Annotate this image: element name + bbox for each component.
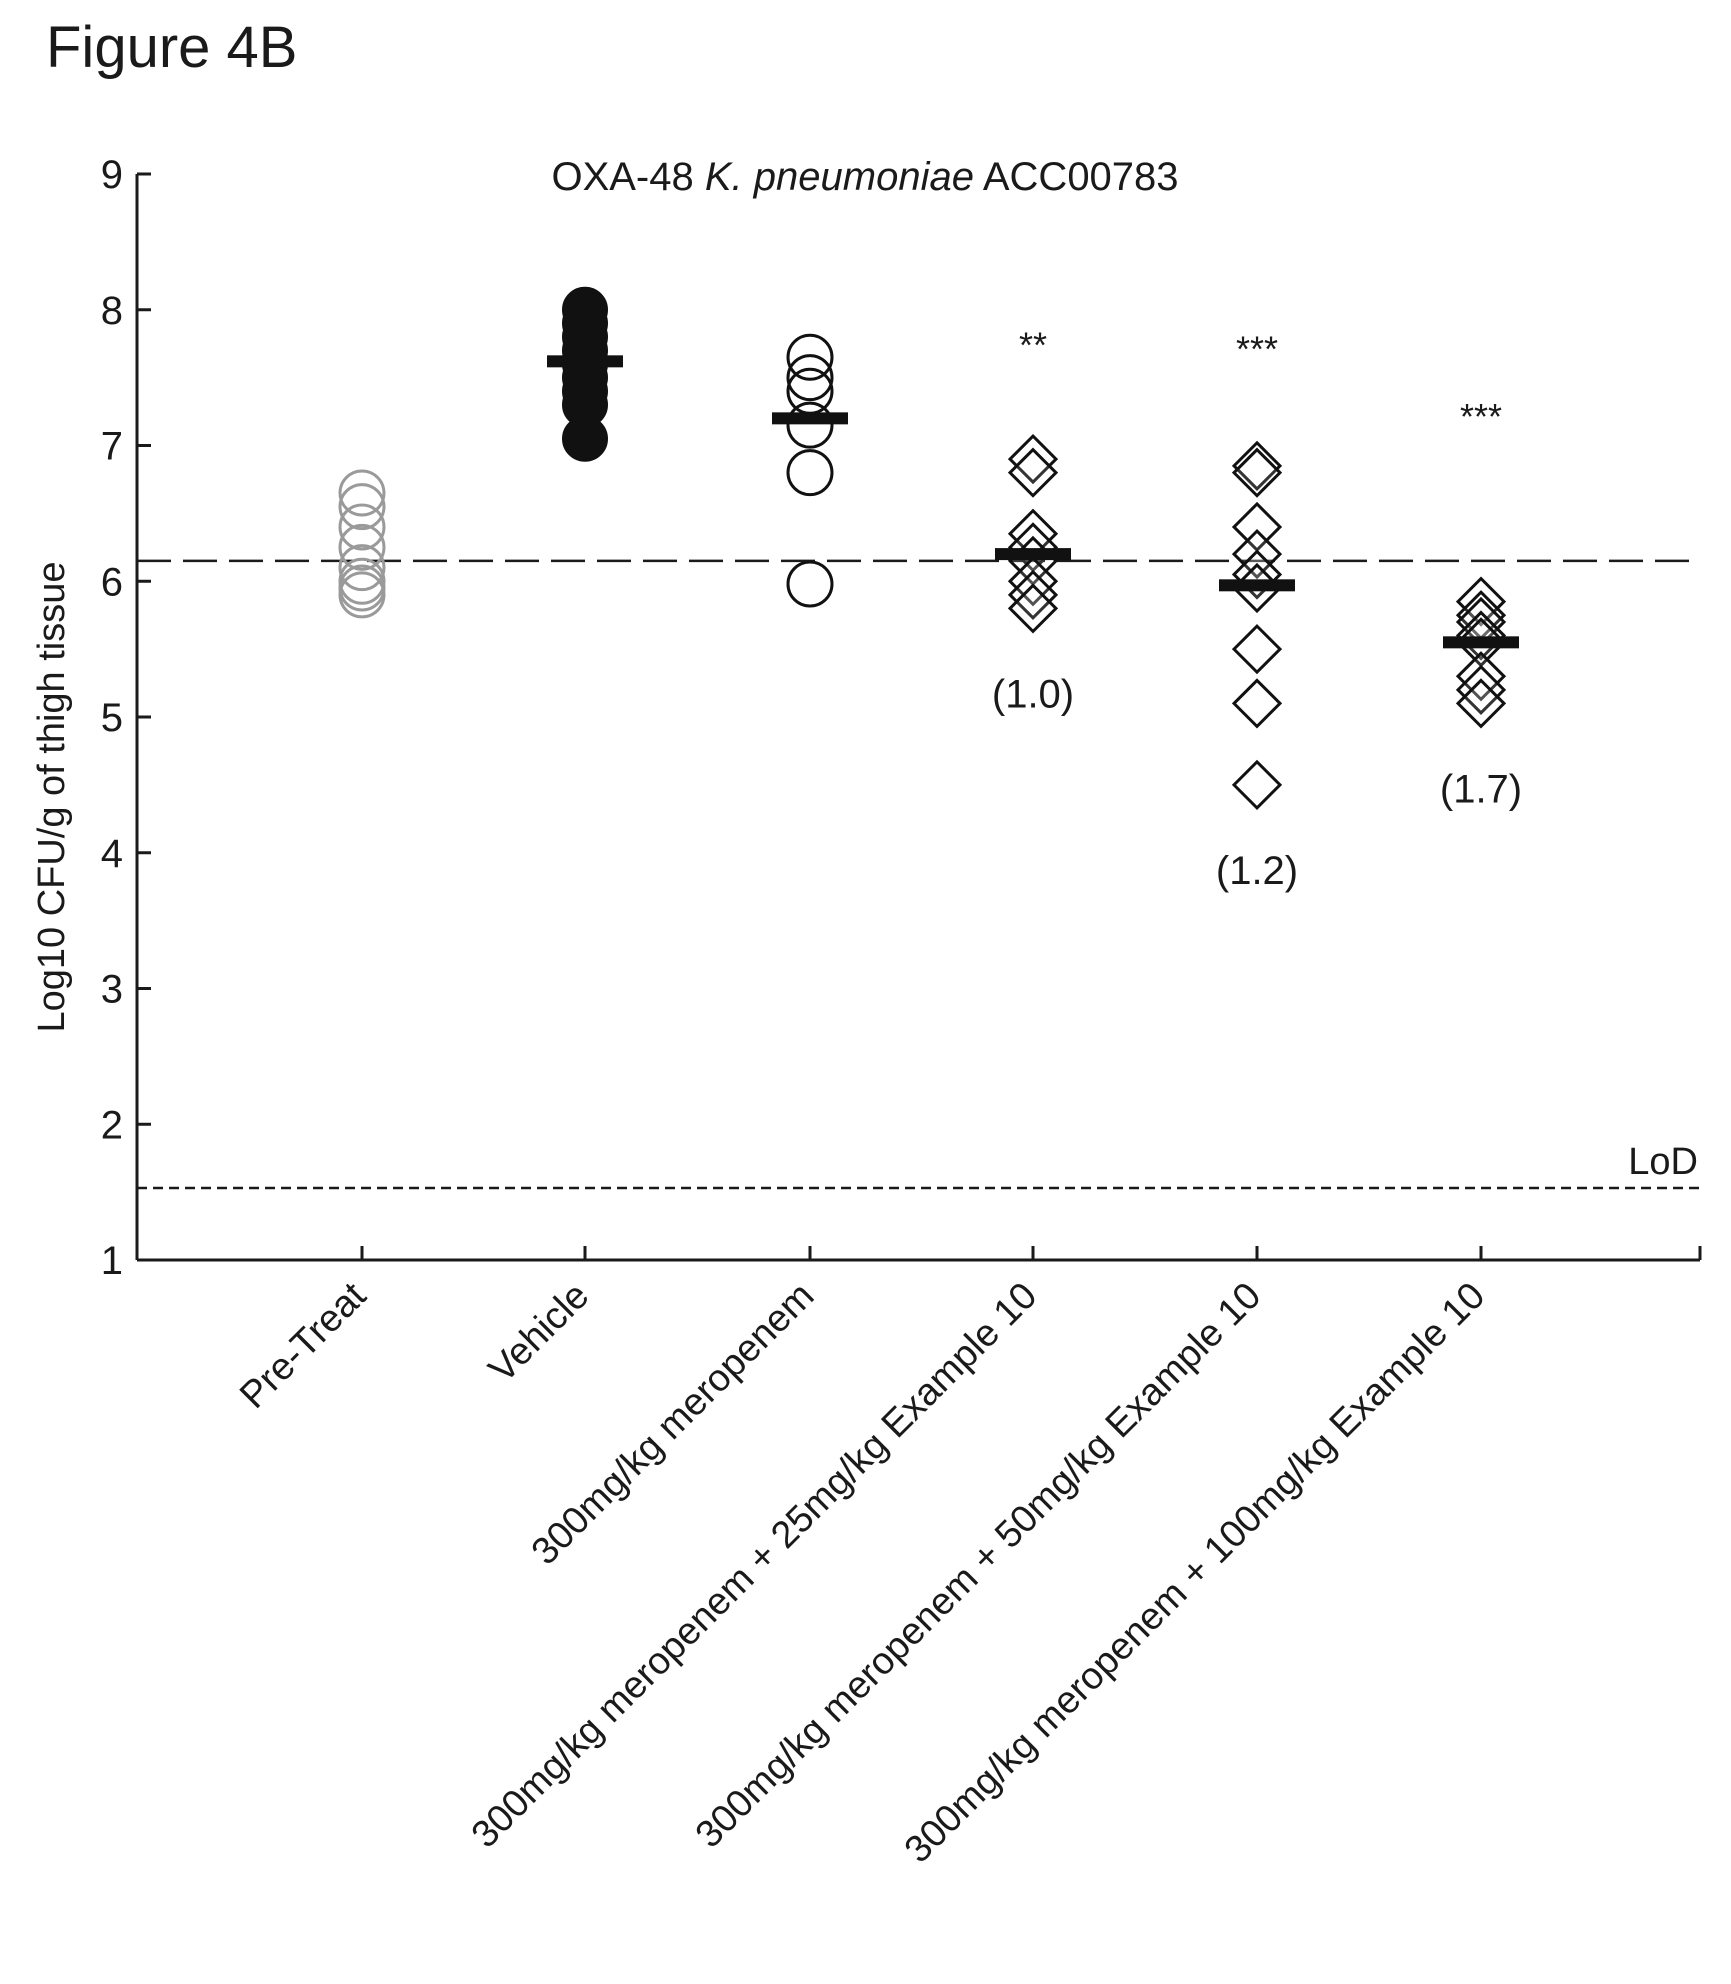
data-point-circle — [338, 571, 386, 619]
plot-marks: ** ******(1.0)(1.2)(1.7) — [338, 286, 1522, 893]
significance-label: *** — [1236, 328, 1278, 369]
median-bar — [995, 548, 1071, 561]
data-point-diamond — [1007, 583, 1059, 634]
data-point-diamond — [1455, 651, 1507, 702]
data-point-diamond — [1231, 440, 1283, 491]
data-point-diamond — [1231, 624, 1283, 675]
data-point-circle — [338, 544, 386, 592]
data-point-filled-circle — [562, 415, 608, 462]
data-point-circle — [786, 560, 834, 608]
data-point-circle — [338, 503, 386, 551]
data-point-circle — [338, 469, 386, 517]
data-point-circle — [786, 354, 834, 402]
y-tick-label: 6 — [101, 560, 123, 604]
chart-title: OXA-48 K. pneumoniae ACC00783 — [551, 155, 1178, 199]
lod-label: LoD — [1628, 1141, 1698, 1183]
data-point-diamond — [1455, 678, 1507, 729]
data-point-diamond — [1007, 447, 1059, 498]
reduction-label: (1.7) — [1440, 768, 1522, 812]
data-point-diamond — [1231, 528, 1283, 580]
data-point-circle — [338, 523, 386, 571]
figure-label: Figure 4B — [46, 15, 298, 80]
data-point-circle — [786, 449, 834, 497]
data-point-diamond — [1231, 447, 1283, 498]
data-point-diamond — [1007, 569, 1059, 620]
data-point-diamond — [1007, 433, 1059, 485]
y-tick-label: 4 — [101, 832, 123, 876]
data-point-circle — [338, 483, 386, 531]
x-tick-label: Vehicle — [481, 1275, 597, 1391]
data-point-diamond — [1231, 759, 1283, 810]
significance-label: ** — [1019, 324, 1047, 365]
median-bar — [1443, 636, 1519, 649]
y-tick-label: 9 — [101, 153, 123, 197]
y-axis-label: Log10 CFU/g of thigh tissue — [31, 561, 73, 1032]
data-point-diamond — [1455, 576, 1507, 627]
median-bar — [772, 412, 848, 425]
y-tick-label: 5 — [101, 696, 123, 740]
y-tick-label: 7 — [101, 425, 123, 469]
x-tick-label: Pre-Treat — [232, 1274, 374, 1416]
median-bar — [1219, 579, 1295, 592]
reduction-label: (1.2) — [1216, 849, 1298, 893]
data-point-circle — [786, 401, 834, 449]
y-tick-label: 2 — [101, 1103, 123, 1147]
data-point-diamond — [1455, 664, 1507, 715]
y-tick-label: 1 — [101, 1239, 123, 1283]
median-bar — [547, 355, 623, 368]
data-point-diamond — [1007, 556, 1059, 607]
reduction-label: (1.0) — [992, 672, 1074, 716]
y-tick-label: 3 — [101, 968, 123, 1012]
data-point-circle — [786, 333, 834, 381]
y-tick-label: 8 — [101, 289, 123, 333]
data-point-diamond — [1231, 678, 1283, 729]
significance-label: *** — [1460, 396, 1502, 437]
